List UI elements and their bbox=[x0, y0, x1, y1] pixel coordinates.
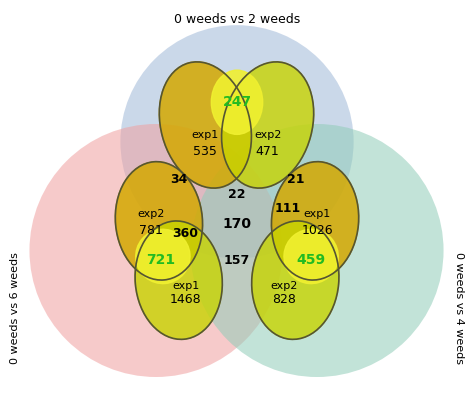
Ellipse shape bbox=[284, 229, 338, 284]
Text: 1468: 1468 bbox=[170, 293, 201, 306]
Text: exp2: exp2 bbox=[271, 281, 298, 291]
Text: 21: 21 bbox=[287, 173, 304, 186]
Ellipse shape bbox=[115, 162, 202, 280]
Text: exp1: exp1 bbox=[303, 209, 331, 219]
Text: 459: 459 bbox=[297, 253, 326, 268]
Text: exp2: exp2 bbox=[137, 209, 164, 219]
Circle shape bbox=[29, 124, 283, 377]
Text: 247: 247 bbox=[222, 95, 252, 109]
Text: exp1: exp1 bbox=[172, 281, 199, 291]
Text: 0 weeds vs 6 weeds: 0 weeds vs 6 weeds bbox=[9, 252, 19, 364]
Text: 157: 157 bbox=[224, 254, 250, 267]
Text: 360: 360 bbox=[173, 227, 199, 240]
Ellipse shape bbox=[135, 221, 222, 339]
Text: 781: 781 bbox=[139, 224, 163, 237]
Ellipse shape bbox=[272, 162, 359, 280]
Text: 22: 22 bbox=[228, 188, 246, 201]
Ellipse shape bbox=[211, 70, 263, 134]
Text: 34: 34 bbox=[170, 173, 187, 186]
Ellipse shape bbox=[252, 221, 339, 339]
Circle shape bbox=[120, 25, 354, 258]
Text: exp2: exp2 bbox=[254, 130, 282, 140]
Text: 1026: 1026 bbox=[301, 224, 333, 237]
Text: 721: 721 bbox=[146, 253, 175, 268]
Ellipse shape bbox=[136, 229, 190, 284]
Text: 111: 111 bbox=[274, 202, 301, 216]
Text: 828: 828 bbox=[273, 293, 296, 306]
Circle shape bbox=[191, 124, 444, 377]
Text: 0 weeds vs 4 weeds: 0 weeds vs 4 weeds bbox=[455, 252, 465, 364]
Text: 471: 471 bbox=[256, 145, 280, 158]
Ellipse shape bbox=[221, 62, 314, 188]
Text: exp1: exp1 bbox=[192, 130, 219, 140]
Text: 170: 170 bbox=[222, 217, 252, 231]
Ellipse shape bbox=[159, 62, 251, 188]
Text: 535: 535 bbox=[193, 145, 217, 158]
Text: 0 weeds vs 2 weeds: 0 weeds vs 2 weeds bbox=[174, 13, 300, 26]
